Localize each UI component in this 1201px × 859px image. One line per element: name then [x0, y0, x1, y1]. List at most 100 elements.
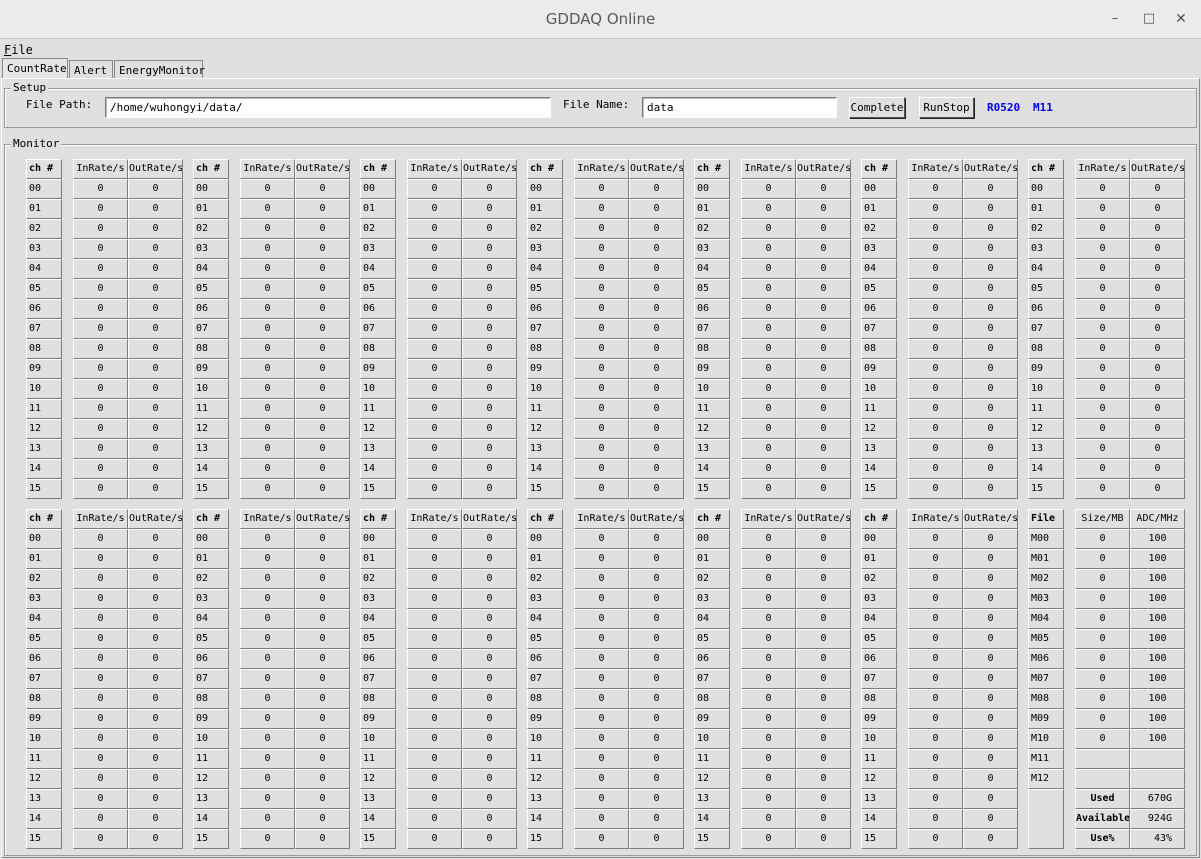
header-outrate[interactable]: OutRate/s: [796, 159, 851, 179]
runstop-button[interactable]: RunStop: [919, 97, 974, 118]
file-name-input[interactable]: data: [642, 97, 837, 118]
channel-label[interactable]: 00: [1028, 179, 1064, 199]
channel-label[interactable]: 00: [861, 529, 897, 549]
channel-label[interactable]: 03: [694, 239, 730, 259]
channel-label[interactable]: 09: [26, 359, 62, 379]
channel-label[interactable]: 02: [694, 219, 730, 239]
header-outrate[interactable]: OutRate/s: [128, 509, 183, 529]
header-outrate[interactable]: OutRate/s: [295, 509, 350, 529]
channel-label[interactable]: 05: [861, 279, 897, 299]
channel-label[interactable]: 04: [861, 259, 897, 279]
channel-label[interactable]: 01: [861, 199, 897, 219]
module-file-label[interactable]: M10: [1028, 729, 1064, 749]
header-inrate[interactable]: InRate/s: [407, 509, 462, 529]
header-inrate[interactable]: InRate/s: [908, 509, 963, 529]
channel-label[interactable]: 09: [193, 359, 229, 379]
channel-label[interactable]: 11: [527, 399, 563, 419]
channel-label[interactable]: 04: [26, 609, 62, 629]
channel-label[interactable]: 04: [193, 259, 229, 279]
channel-label[interactable]: 10: [694, 379, 730, 399]
channel-label[interactable]: 11: [26, 399, 62, 419]
header-inrate[interactable]: InRate/s: [574, 159, 629, 179]
channel-label[interactable]: 04: [527, 259, 563, 279]
channel-label[interactable]: 07: [694, 319, 730, 339]
channel-label[interactable]: 03: [861, 239, 897, 259]
channel-label[interactable]: 12: [26, 769, 62, 789]
header-ch[interactable]: ch #: [861, 509, 897, 529]
channel-label[interactable]: 12: [694, 419, 730, 439]
channel-label[interactable]: 02: [861, 219, 897, 239]
channel-label[interactable]: 08: [694, 339, 730, 359]
channel-label[interactable]: 13: [26, 439, 62, 459]
header-file[interactable]: File: [1028, 509, 1064, 529]
complete-button[interactable]: Complete: [849, 97, 905, 118]
module-file-label[interactable]: M02: [1028, 569, 1064, 589]
channel-label[interactable]: 06: [26, 299, 62, 319]
header-ch[interactable]: ch #: [26, 159, 62, 179]
channel-label[interactable]: 10: [360, 729, 396, 749]
channel-label[interactable]: 13: [861, 789, 897, 809]
channel-label[interactable]: 00: [694, 529, 730, 549]
channel-label[interactable]: 14: [694, 809, 730, 829]
channel-label[interactable]: 03: [26, 239, 62, 259]
channel-label[interactable]: 07: [26, 319, 62, 339]
channel-label[interactable]: 14: [527, 809, 563, 829]
channel-label[interactable]: 12: [861, 769, 897, 789]
channel-label[interactable]: 07: [360, 669, 396, 689]
channel-label[interactable]: 04: [26, 259, 62, 279]
header-outrate[interactable]: OutRate/s: [963, 159, 1018, 179]
channel-label[interactable]: 08: [193, 339, 229, 359]
channel-label[interactable]: 06: [861, 299, 897, 319]
channel-label[interactable]: 04: [1028, 259, 1064, 279]
channel-label[interactable]: 08: [26, 689, 62, 709]
channel-label[interactable]: 05: [1028, 279, 1064, 299]
module-file-label[interactable]: M04: [1028, 609, 1064, 629]
channel-label[interactable]: 02: [527, 219, 563, 239]
channel-label[interactable]: 13: [527, 439, 563, 459]
channel-label[interactable]: 08: [193, 689, 229, 709]
channel-label[interactable]: 14: [861, 809, 897, 829]
tab-countrate[interactable]: CountRate: [2, 58, 68, 79]
channel-label[interactable]: 07: [193, 319, 229, 339]
header-ch[interactable]: ch #: [694, 159, 730, 179]
channel-label[interactable]: 15: [861, 479, 897, 499]
channel-label[interactable]: 15: [861, 829, 897, 849]
channel-label[interactable]: 04: [694, 609, 730, 629]
close-icon[interactable]: ✕: [1175, 11, 1187, 27]
channel-label[interactable]: 15: [1028, 479, 1064, 499]
channel-label[interactable]: 08: [861, 339, 897, 359]
channel-label[interactable]: 10: [694, 729, 730, 749]
channel-label[interactable]: 09: [861, 709, 897, 729]
minimize-icon[interactable]: –: [1111, 11, 1119, 26]
channel-label[interactable]: 01: [193, 549, 229, 569]
channel-label[interactable]: 00: [360, 179, 396, 199]
channel-label[interactable]: 11: [360, 399, 396, 419]
channel-label[interactable]: 11: [694, 749, 730, 769]
header-inrate[interactable]: InRate/s: [741, 509, 796, 529]
channel-label[interactable]: 07: [360, 319, 396, 339]
channel-label[interactable]: 09: [193, 709, 229, 729]
header-ch[interactable]: ch #: [193, 509, 229, 529]
channel-label[interactable]: 09: [360, 359, 396, 379]
channel-label[interactable]: 01: [527, 549, 563, 569]
header-outrate[interactable]: OutRate/s: [963, 509, 1018, 529]
channel-label[interactable]: 10: [193, 379, 229, 399]
channel-label[interactable]: 07: [861, 669, 897, 689]
channel-label[interactable]: 07: [1028, 319, 1064, 339]
channel-label[interactable]: 06: [527, 299, 563, 319]
header-outrate[interactable]: OutRate/s: [462, 159, 517, 179]
channel-label[interactable]: 12: [694, 769, 730, 789]
channel-label[interactable]: 04: [861, 609, 897, 629]
channel-label[interactable]: 14: [1028, 459, 1064, 479]
channel-label[interactable]: 14: [193, 459, 229, 479]
module-file-label[interactable]: M05: [1028, 629, 1064, 649]
menu-file[interactable]: File: [4, 43, 33, 57]
channel-label[interactable]: 01: [193, 199, 229, 219]
channel-label[interactable]: 04: [360, 259, 396, 279]
channel-label[interactable]: 14: [861, 459, 897, 479]
header-outrate[interactable]: OutRate/s: [629, 159, 684, 179]
channel-label[interactable]: 06: [694, 649, 730, 669]
channel-label[interactable]: 03: [527, 239, 563, 259]
channel-label[interactable]: 11: [193, 749, 229, 769]
module-file-label[interactable]: M03: [1028, 589, 1064, 609]
